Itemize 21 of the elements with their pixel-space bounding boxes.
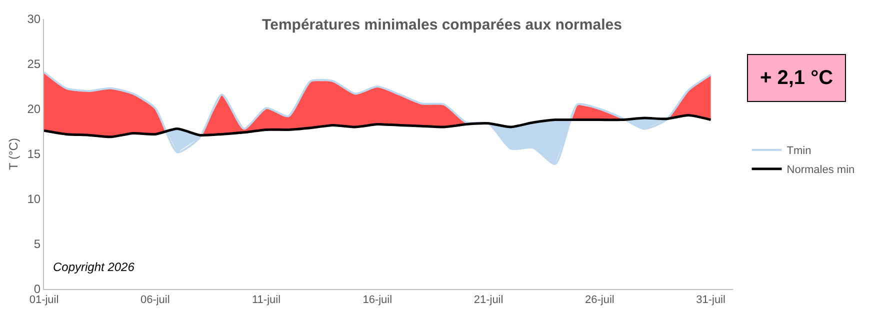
y-tick-label: 20	[27, 102, 41, 116]
y-tick-label: 5	[34, 237, 41, 252]
text: + 2,1 °C	[760, 67, 834, 89]
x-tick-label: 21-juil	[474, 294, 504, 306]
x-tick-label: 01-juil	[29, 294, 59, 306]
x-tick-label: 31-juil	[696, 294, 726, 306]
annotation: Copyright 2026	[53, 260, 135, 274]
legend-label: Tmin	[786, 145, 812, 158]
x-tick-label: 11-juil	[252, 294, 281, 306]
x-tick-label: 26-juil	[584, 294, 614, 306]
chart-title: Températures minimales comparées aux normales	[262, 16, 622, 34]
line-series	[44, 114, 712, 138]
y-tick-label: 25	[27, 57, 41, 72]
y-axis-title: T (°C)	[6, 138, 21, 170]
legend-label: Normales min	[786, 164, 855, 176]
x-tick-label: 06-juil	[140, 294, 170, 306]
y-tick-label: 0	[34, 282, 41, 296]
x-tick-label: 16-juil	[362, 294, 392, 306]
y-tick-label: 15	[27, 147, 41, 162]
y-tick-label: 30	[27, 12, 41, 26]
y-tick-label: 10	[27, 192, 41, 206]
